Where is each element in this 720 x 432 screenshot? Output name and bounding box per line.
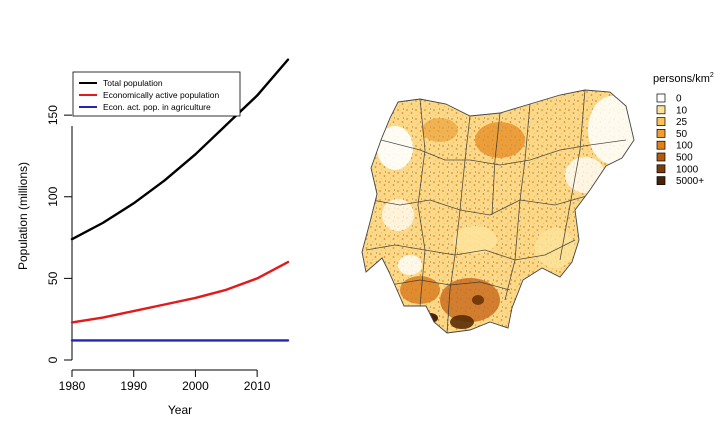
- map-legend-label: 5000+: [676, 176, 704, 187]
- map-legend-swatch: [656, 176, 666, 185]
- map-legend-swatch: [656, 93, 666, 103]
- map-legend-swatch: [656, 117, 666, 126]
- map-legend-label: 0: [676, 94, 682, 105]
- nigeria-population-density-map: [361, 89, 635, 334]
- map-legend-label: 1000: [676, 164, 699, 175]
- x-tick-label: 1990: [120, 379, 147, 393]
- map-sparse-region-northwest: [377, 126, 413, 170]
- legend-label-total: Total population: [103, 78, 163, 88]
- map-sparse-region-southeast: [535, 228, 575, 268]
- map-legend-title-text: persons/km: [653, 73, 710, 85]
- x-tick-label: 2010: [244, 379, 271, 393]
- map-dense-region-southwest: [400, 276, 440, 304]
- map-sparse-region-central: [453, 226, 497, 254]
- y-tick-label: 150: [46, 105, 60, 125]
- series-line-total-population: [70, 58, 290, 241]
- map-sparse-region-west: [382, 199, 414, 231]
- y-ticks: 0 50 100 150: [46, 105, 72, 363]
- map-legend-swatch: [656, 164, 666, 174]
- y-tick-label: 0: [46, 356, 60, 363]
- map-legend-label: 10: [676, 105, 688, 116]
- legend: Total population Economically active pop…: [72, 71, 241, 117]
- map-legend-swatch: [656, 105, 666, 115]
- map-legend-swatch: [656, 129, 666, 138]
- x-tick-label: 1980: [59, 379, 86, 393]
- map-legend-swatch: [656, 140, 666, 150]
- map-dense-region-southeast: [440, 278, 500, 322]
- map-legend-label: 100: [676, 141, 693, 152]
- map-urban-niger-delta: [450, 315, 474, 329]
- state-borders: [365, 90, 627, 333]
- legend-label-agriculture: Econ. act. pop. in agriculture: [103, 102, 211, 112]
- population-line-chart: 0 50 100 150 1980 1990 2000 2010 Population (m…: [16, 58, 290, 417]
- map-legend-label: 50: [676, 129, 688, 140]
- map-legend-label: 25: [676, 117, 688, 128]
- x-axis-label: Year: [168, 403, 192, 417]
- legend-box: [72, 71, 241, 117]
- map-sparse-region-southwest: [398, 255, 422, 275]
- map-sparse-region-east: [565, 157, 605, 193]
- map-dense-region-sokoto: [422, 118, 458, 142]
- map-legend-title: persons/km2: [653, 72, 714, 85]
- x-tick-label: 2000: [182, 379, 209, 393]
- y-axis-label: Population (millions): [16, 162, 30, 270]
- map-dense-region-kano: [475, 122, 525, 158]
- series-line-economically-active: [70, 260, 290, 324]
- y-tick-label: 100: [46, 186, 60, 206]
- map-country-outline: [361, 89, 635, 334]
- series-lines: [70, 58, 290, 342]
- y-tick-label: 50: [46, 271, 60, 285]
- map-urban-east: [472, 295, 484, 305]
- map-legend-title-superscript: 2: [710, 72, 714, 79]
- x-ticks: 1980 1990 2000 2010: [59, 370, 271, 393]
- map-legend-label: 500: [676, 153, 693, 164]
- map-sparse-region-northeast: [588, 96, 634, 164]
- legend-label-active: Economically active population: [103, 90, 220, 100]
- map-legend-swatch: [656, 152, 666, 162]
